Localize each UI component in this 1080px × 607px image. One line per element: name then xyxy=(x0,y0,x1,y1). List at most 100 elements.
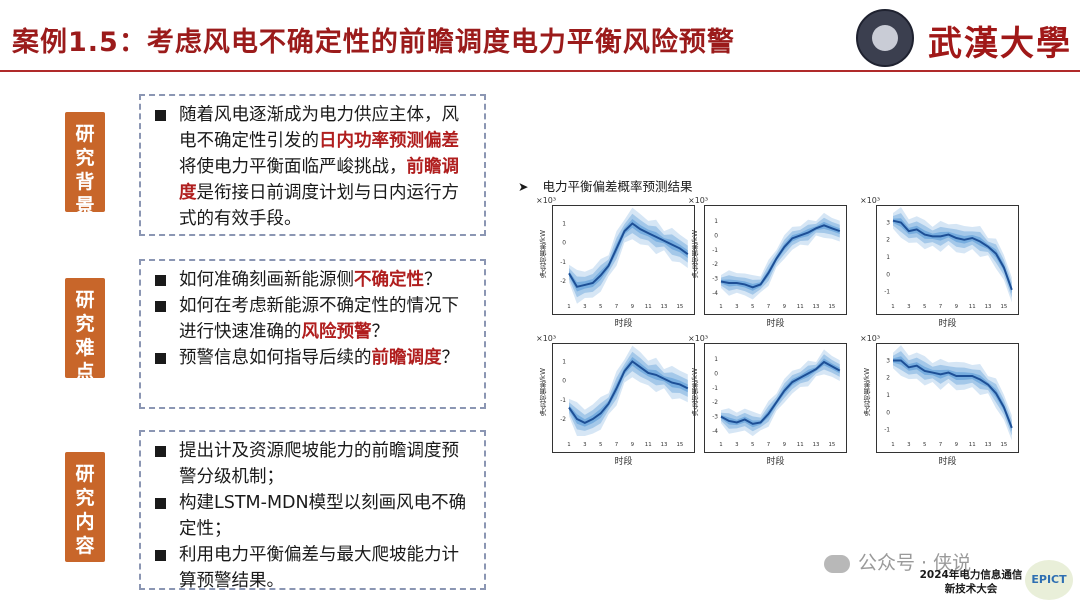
x-tick-label: 11 xyxy=(969,442,976,448)
y-tick-label: 0 xyxy=(562,241,566,247)
university-logo-text: 武漢大學 xyxy=(928,24,1072,64)
y-tick-label: 2 xyxy=(886,238,890,244)
epict-logo: EPICT xyxy=(1025,560,1073,600)
x-tick-label: 1 xyxy=(719,442,722,448)
y-tick-label: -4 xyxy=(712,291,718,297)
y-tick-label: 1 xyxy=(714,357,718,363)
bullet-text: 预警信息如何指导后续的 xyxy=(179,348,372,368)
conference-line-1: 2024年电力信息通信 xyxy=(919,569,1023,581)
x-tick-label: 3 xyxy=(907,304,910,310)
y-tick-label: -1 xyxy=(884,428,890,434)
probability-forecast-plot: -1 0 1 2 3 1 3 5 7 9 11 13 15 xyxy=(876,205,1019,315)
confidence-band-2 xyxy=(721,358,840,428)
highlight-text: 前瞻调度 xyxy=(371,348,442,368)
x-tick-label: 3 xyxy=(907,442,910,448)
x-tick-label: 3 xyxy=(583,442,586,448)
bullet-item: 提出计及资源爬坡能力的前瞻调度预警分级机制； xyxy=(151,438,474,490)
x-tick-label: 11 xyxy=(797,442,804,448)
x-tick-label: 15 xyxy=(828,442,835,448)
bullet-text: 如何在考虑新能源不确定性的情况下进行快速准确的 xyxy=(179,296,459,342)
y-tick-label: -1 xyxy=(712,386,718,392)
x-tick-label: 5 xyxy=(923,442,926,448)
section-tag-char: 研 xyxy=(75,289,95,311)
x-tick-label: 13 xyxy=(985,304,992,310)
y-tick-label: -4 xyxy=(712,429,718,435)
section-tag-char: 容 xyxy=(75,535,95,557)
x-tick-label: 15 xyxy=(676,304,683,310)
bullet-text: 提出计及资源爬坡能力的前瞻调度预警分级机制； xyxy=(179,441,459,487)
x-tick-label: 15 xyxy=(1000,442,1007,448)
x-tick-label: 5 xyxy=(599,304,602,310)
figure-title: ➤ 电力平衡偏差概率预测结果 xyxy=(518,176,693,195)
x-tick-label: 7 xyxy=(767,304,770,310)
x-tick-label: 9 xyxy=(783,442,787,448)
y-tick-label: -1 xyxy=(560,260,566,266)
section-tag-char: 内 xyxy=(75,511,95,533)
y-tick-label: 1 xyxy=(886,255,890,261)
forecast-line xyxy=(892,219,1013,291)
bullet-text: ？ xyxy=(371,322,390,342)
x-tick-label: 7 xyxy=(939,442,942,448)
wechat-icon xyxy=(824,554,850,573)
plot-x-axis-label: 时段 xyxy=(614,457,633,467)
x-tick-label: 7 xyxy=(767,442,770,448)
x-tick-label: 13 xyxy=(813,442,820,448)
plot-y-axis-label: 净负荷偏差/kW xyxy=(691,230,699,279)
highlight-text: 风险预警 xyxy=(301,322,372,342)
y-tick-label: -3 xyxy=(712,277,718,283)
y-tick-label: -1 xyxy=(884,290,890,296)
section-tag-char: 难 xyxy=(75,337,95,359)
arrow-bullet-icon: ➤ xyxy=(518,179,529,194)
plot-x-axis-label: 时段 xyxy=(766,457,785,467)
x-tick-label: 11 xyxy=(797,304,804,310)
section-tag-difficulty: 研究难点 xyxy=(65,278,105,383)
plot-x-axis-label: 时段 xyxy=(614,319,633,329)
x-tick-label: 13 xyxy=(661,304,668,310)
bullet-item: 利用电力平衡偏差与最大爬坡能力计算预警结果。 xyxy=(151,542,474,594)
plot-x-axis-label: 时段 xyxy=(938,457,957,467)
x-tick-label: 1 xyxy=(719,304,722,310)
x-tick-label: 11 xyxy=(645,442,652,448)
plot-unit-label: ×10³ xyxy=(860,334,881,343)
y-tick-label: -3 xyxy=(712,415,718,421)
y-tick-label: 1 xyxy=(886,393,890,399)
bullet-item: 随着风电逐渐成为电力供应主体，风电不确定性引发的日内功率预测偏差将使电力平衡面临… xyxy=(151,102,474,232)
plot-x-axis-label: 时段 xyxy=(766,319,785,329)
section-tag-char: 景 xyxy=(75,195,95,217)
bullet-item: 如何在考虑新能源不确定性的情况下进行快速准确的风险预警？ xyxy=(151,293,474,345)
x-tick-label: 3 xyxy=(735,442,738,448)
x-tick-label: 1 xyxy=(891,304,894,310)
highlight-text: 前瞻调度 xyxy=(179,157,459,203)
x-tick-label: 3 xyxy=(583,304,586,310)
x-tick-label: 1 xyxy=(567,442,570,448)
x-tick-label: 9 xyxy=(631,304,635,310)
confidence-band-2 xyxy=(569,357,688,427)
plot-y-axis-label: 净负荷偏差/kW xyxy=(539,368,547,417)
watermark: 公众号 · 侠说 xyxy=(824,548,971,575)
x-tick-label: 15 xyxy=(1000,304,1007,310)
section-tag-char: 究 xyxy=(75,147,95,169)
x-tick-label: 11 xyxy=(645,304,652,310)
probability-forecast-plot: -2 -1 0 1 1 3 5 7 9 11 13 15 xyxy=(552,205,695,315)
section-tag-char: 背 xyxy=(75,171,95,193)
plot-unit-label: ×10³ xyxy=(688,196,709,205)
figure-title-text: 电力平衡偏差概率预测结果 xyxy=(542,179,693,194)
difficulty-box: 如何准确刻画新能源侧不确定性？ 如何在考虑新能源不确定性的情况下进行快速准确的风险… xyxy=(139,259,486,409)
title-divider xyxy=(0,70,1080,72)
plot-unit-label: ×10³ xyxy=(688,334,709,343)
bullet-item: 构建LSTM-MDN模型以刻画风电不确定性； xyxy=(151,490,474,542)
x-tick-label: 15 xyxy=(676,442,683,448)
plot-unit-label: ×10³ xyxy=(860,196,881,205)
watermark-text: 公众号 · 侠说 xyxy=(858,552,972,574)
highlight-text: 日内功率预测偏差 xyxy=(319,131,459,151)
section-tag-char: 研 xyxy=(75,123,95,145)
confidence-band-2 xyxy=(893,218,1012,294)
y-tick-label: -2 xyxy=(560,279,566,285)
x-tick-label: 9 xyxy=(783,304,787,310)
y-tick-label: 3 xyxy=(886,220,890,226)
y-tick-label: 0 xyxy=(714,233,718,239)
section-tag-content: 研究内容 xyxy=(65,452,105,562)
x-tick-label: 1 xyxy=(891,442,894,448)
x-tick-label: 7 xyxy=(615,442,618,448)
confidence-band-1 xyxy=(721,217,840,295)
